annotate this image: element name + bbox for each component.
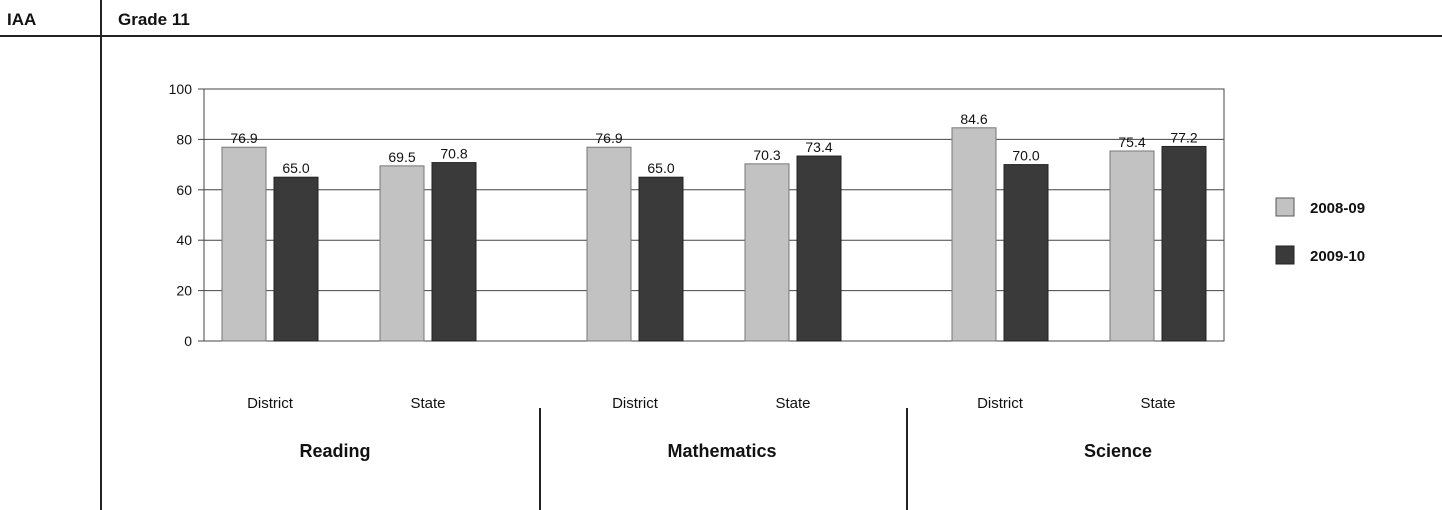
bar-2008-09-state <box>744 163 790 342</box>
bar-2009-10-district <box>273 176 319 342</box>
y-tick-label: 20 <box>176 283 192 299</box>
category-label-district: District <box>247 395 294 412</box>
data-labels: 76.9 65.0 69.5 70.8 76.9 65.0 70.3 73.4 84.6 70.0… <box>230 111 1197 176</box>
bar-value-label: 76.9 <box>230 130 257 146</box>
section-label: IAA <box>7 10 37 29</box>
bar-value-label: 73.4 <box>805 139 832 155</box>
subject-labels: Reading Mathematics Science <box>299 441 1152 461</box>
bar-2009-10-state <box>796 155 842 342</box>
y-tick-label: 80 <box>176 131 192 147</box>
legend: 2008-09 2009-10 <box>1275 197 1365 265</box>
bar-value-label: 76.9 <box>595 130 622 146</box>
bar-value-label: 70.3 <box>753 147 780 163</box>
y-tick-label: 40 <box>176 232 192 248</box>
legend-swatch-2009-10 <box>1275 245 1295 265</box>
bar-value-label: 65.0 <box>282 160 309 176</box>
category-labels: District State District State District State <box>247 395 1175 412</box>
category-label-district: District <box>612 395 659 412</box>
subject-label-mathematics: Mathematics <box>667 441 776 461</box>
subject-label-reading: Reading <box>299 441 370 461</box>
category-label-state: State <box>1140 395 1175 412</box>
bar-value-label: 77.2 <box>1170 129 1197 145</box>
bar-2008-09-district <box>221 146 267 342</box>
subject-label-science: Science <box>1084 441 1152 461</box>
bar-2008-09-district <box>586 146 632 342</box>
category-label-district: District <box>977 395 1024 412</box>
plot-area <box>203 88 1225 342</box>
category-label-state: State <box>775 395 810 412</box>
legend-label-2009-10: 2009-10 <box>1310 248 1365 265</box>
bar-value-label: 70.8 <box>440 146 467 162</box>
y-axis-ticks: 0 20 40 60 80 100 <box>169 81 204 349</box>
grid-lines <box>204 138 1224 292</box>
y-tick-label: 60 <box>176 182 192 198</box>
bar-2009-10-state <box>1161 145 1207 342</box>
bar-2009-10-district <box>1003 164 1049 342</box>
bar-value-label: 65.0 <box>647 160 674 176</box>
legend-label-2008-09: 2008-09 <box>1310 200 1365 217</box>
bar-2009-10-district <box>638 176 684 342</box>
bar-2009-10-state <box>431 162 477 342</box>
legend-swatch-2008-09 <box>1275 197 1295 217</box>
bar-2008-09-state <box>379 165 425 342</box>
bar-value-label: 75.4 <box>1118 134 1145 150</box>
category-label-state: State <box>410 395 445 412</box>
y-tick-label: 0 <box>184 333 192 349</box>
bar-value-label: 84.6 <box>960 111 987 127</box>
y-tick-label: 100 <box>169 81 193 97</box>
bars <box>221 127 1207 342</box>
bar-value-label: 69.5 <box>388 149 415 165</box>
bar-2008-09-district <box>951 127 997 342</box>
grade-label: Grade 11 <box>118 10 190 29</box>
bar-2008-09-state <box>1109 150 1155 342</box>
bar-value-label: 70.0 <box>1012 148 1039 164</box>
